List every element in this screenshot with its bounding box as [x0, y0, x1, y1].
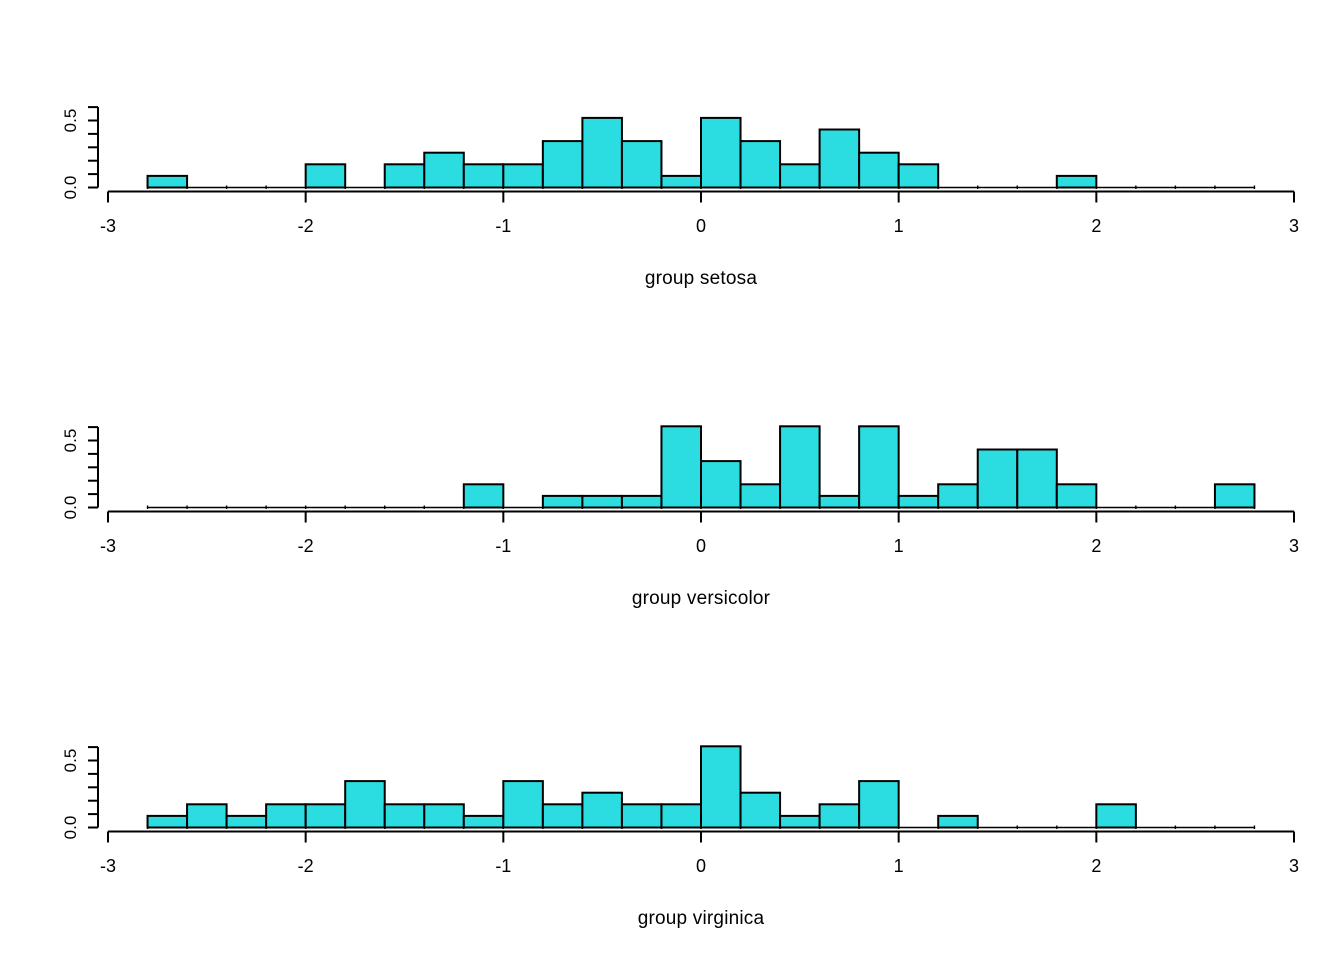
y-axis-tick-label: 0.0	[61, 496, 80, 520]
x-axis-tick-label: 0	[696, 856, 706, 876]
histogram-bar	[462, 483, 505, 509]
histogram-bar	[779, 163, 821, 189]
histogram-bar	[779, 814, 821, 829]
x-axis-tick-label: -2	[298, 856, 314, 876]
group-label-versicolor: group versicolor	[631, 588, 771, 609]
histogram-bar	[739, 791, 782, 829]
x-axis-tick-label: -3	[100, 856, 116, 876]
x-axis-tick-label: -2	[298, 536, 314, 556]
histogram-bar	[897, 494, 940, 509]
x-axis-tick-label: 2	[1091, 856, 1101, 876]
histogram-bar	[581, 494, 623, 509]
y-axis-tick-label: 0.0	[61, 816, 80, 840]
x-axis-tick-label: -1	[495, 856, 511, 876]
group-label-setosa: group setosa	[644, 268, 758, 289]
histogram-bar	[423, 803, 465, 829]
histogram-bar	[383, 163, 426, 189]
group-label-virginica: group virginica	[637, 908, 765, 929]
panel-versicolor: -3 -2 -1 0 1 2 3 0.0 0.5 group versicolor	[0, 320, 1344, 640]
x-axis-tick-label: 1	[894, 216, 904, 236]
x-axis-tick-label: 1	[894, 856, 904, 876]
histogram-bar	[423, 151, 465, 189]
histogram-bar	[700, 116, 742, 189]
x-axis-tick-label: 0	[696, 536, 706, 556]
x-axis-tick-label: 3	[1289, 216, 1299, 236]
x-axis-tick-label: -1	[495, 536, 511, 556]
x-axis-tick-label: -3	[100, 536, 116, 556]
x-axis-tick-label: 3	[1289, 536, 1299, 556]
histogram-bar	[700, 745, 742, 829]
histogram-bar	[858, 425, 900, 509]
histogram-bar	[541, 494, 584, 509]
y-axis-tick-label: 0.5	[61, 749, 80, 773]
x-axis-tick-label: 2	[1091, 536, 1101, 556]
x-axis-tick-label: 1	[894, 536, 904, 556]
histogram-bar	[462, 814, 505, 829]
histogram-bar	[1213, 483, 1256, 509]
histogram-bar	[739, 483, 782, 509]
histogram-bar	[700, 460, 742, 509]
histogram-bar	[462, 163, 505, 189]
histogram-versicolor-chart: -3 -2 -1 0 1 2 3 0.0 0.5	[61, 425, 1299, 556]
histogram-bar	[937, 814, 979, 829]
histogram-bar	[304, 803, 347, 829]
histogram-bar	[620, 140, 663, 189]
histogram-bar	[620, 803, 663, 829]
histogram-bar	[383, 803, 426, 829]
histogram-bar	[581, 791, 623, 829]
histogram-bar	[818, 494, 861, 509]
x-axis-tick-label: 0	[696, 216, 706, 236]
histogram-bar	[779, 425, 821, 509]
x-axis-tick-label: 2	[1091, 216, 1101, 236]
y-axis-tick-label: 0.5	[61, 429, 80, 453]
histogram-bar	[1095, 803, 1137, 829]
histogram-bar	[146, 814, 189, 829]
x-axis-tick-label: -3	[100, 216, 116, 236]
histogram-bar	[897, 163, 940, 189]
histogram-bar	[581, 116, 623, 189]
histogram-bar	[502, 163, 544, 189]
histogram-bar	[976, 448, 1019, 509]
histogram-bar	[304, 163, 347, 189]
histogram-bar	[1055, 483, 1098, 509]
histogram-bar	[1016, 448, 1058, 509]
y-axis-tick-label: 0.5	[61, 109, 80, 133]
histogram-bar	[541, 803, 584, 829]
histogram-bar	[660, 803, 703, 829]
histogram-bar	[818, 803, 861, 829]
x-axis-tick-label: -2	[298, 216, 314, 236]
x-axis-tick-label: -1	[495, 216, 511, 236]
histogram-virginica-chart: -3 -2 -1 0 1 2 3 0.0 0.5	[61, 745, 1299, 876]
histogram-setosa-chart: -3 -2 -1 0 1 2 3 0.0 0.5	[61, 106, 1299, 236]
panel-virginica: -3 -2 -1 0 1 2 3 0.0 0.5 group virginica	[0, 640, 1344, 960]
histogram-bar	[858, 151, 900, 189]
panel-setosa: -3 -2 -1 0 1 2 3 0.0 0.5 group setosa	[0, 0, 1344, 320]
histogram-bar	[660, 425, 703, 509]
histogram-bar	[620, 494, 663, 509]
histogram-bar	[818, 128, 861, 189]
histogram-bar	[186, 803, 228, 829]
histogram-bar	[146, 174, 189, 189]
histogram-bar	[937, 483, 979, 509]
histogram-bar	[1055, 174, 1098, 189]
histogram-bar	[660, 174, 703, 189]
histogram-bar	[858, 780, 900, 829]
histogram-bar	[225, 814, 268, 829]
y-axis-tick-label: 0.0	[61, 176, 80, 200]
histogram-bar	[344, 780, 386, 829]
histogram-bar	[265, 803, 307, 829]
x-axis-tick-label: 3	[1289, 856, 1299, 876]
histogram-bar	[541, 140, 584, 189]
histogram-bar	[739, 140, 782, 189]
histogram-bar	[502, 780, 544, 829]
